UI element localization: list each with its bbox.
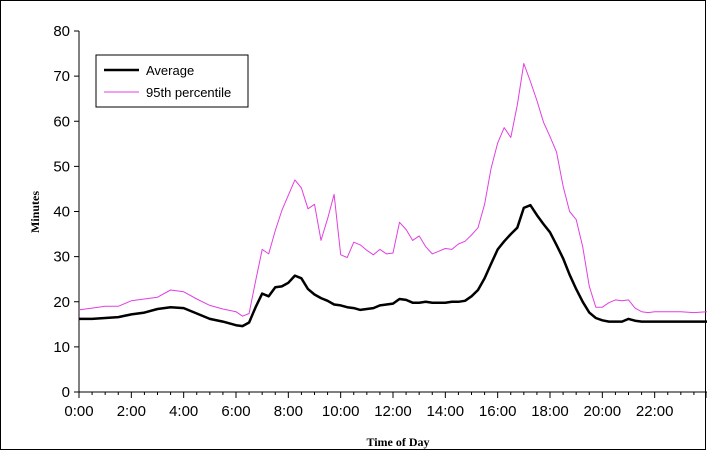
y-tick-label-20: 20 [53, 294, 70, 311]
x-tick-label-18-00: 18:00 [531, 403, 569, 420]
y-tick-label-0: 0 [62, 384, 70, 401]
legend-label-average: Average [146, 63, 194, 78]
x-tick-label-6-00: 6:00 [221, 403, 250, 420]
x-tick-label-0-00: 0:00 [64, 403, 93, 420]
y-tick-label-40: 40 [53, 204, 70, 221]
x-tick-label-10-00: 10:00 [322, 403, 360, 420]
x-tick-label-16-00: 16:00 [479, 403, 517, 420]
x-tick-label-2-00: 2:00 [117, 403, 146, 420]
series-line-average [79, 203, 707, 328]
legend-box [95, 54, 249, 108]
x-tick-label-4-00: 4:00 [169, 403, 198, 420]
y-tick-label-60: 60 [53, 113, 70, 130]
legend: Average 95th percentile [95, 54, 249, 108]
x-tick-label-20-00: 20:00 [584, 403, 622, 420]
y-tick-label-70: 70 [53, 68, 70, 85]
x-tick-label-22-00: 22:00 [636, 403, 674, 420]
y-tick-label-10: 10 [53, 339, 70, 356]
x-tick-label-12-00: 12:00 [374, 403, 412, 420]
legend-label-95th-percentile: 95th percentile [146, 85, 231, 100]
y-axis-title: Minutes [28, 191, 42, 233]
x-axis-title: Time of Day [366, 435, 429, 449]
series-line-95th-percentile [78, 63, 707, 317]
x-tick-label-8-00: 8:00 [274, 403, 303, 420]
y-tick-label-30: 30 [53, 249, 70, 266]
x-tick-label-14-00: 14:00 [427, 403, 465, 420]
y-tick-label-50: 50 [53, 158, 70, 175]
y-tick-label-80: 80 [53, 23, 70, 40]
